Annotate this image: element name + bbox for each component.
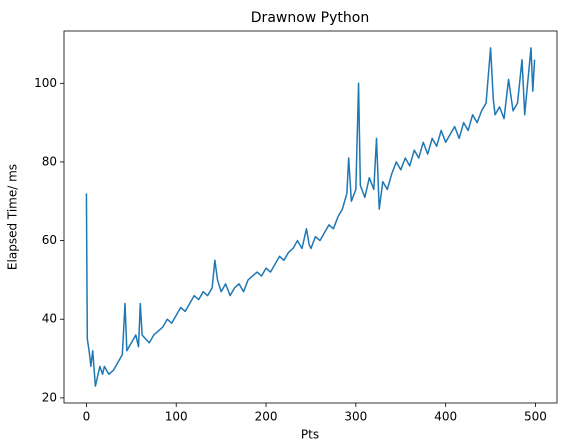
y-axis-label: Elapsed Time/ ms [6, 164, 20, 270]
x-axis-label: Pts [301, 428, 319, 442]
data-line [85, 47, 536, 387]
y-tick-label: 40 [42, 312, 57, 326]
y-tick-label: 80 [42, 154, 57, 168]
x-tick-label: 0 [83, 410, 91, 424]
x-tick-label: 200 [255, 410, 278, 424]
x-tick-label: 400 [434, 410, 457, 424]
x-tick-label: 100 [165, 410, 188, 424]
x-tick-label: 300 [344, 410, 367, 424]
x-tick-label: 500 [524, 410, 547, 424]
y-tick-label: 100 [34, 76, 57, 90]
y-tick-label: 20 [42, 390, 57, 404]
plot-frame [63, 30, 558, 404]
y-tick-label: 60 [42, 233, 57, 247]
chart-title: Drawnow Python [251, 10, 369, 26]
